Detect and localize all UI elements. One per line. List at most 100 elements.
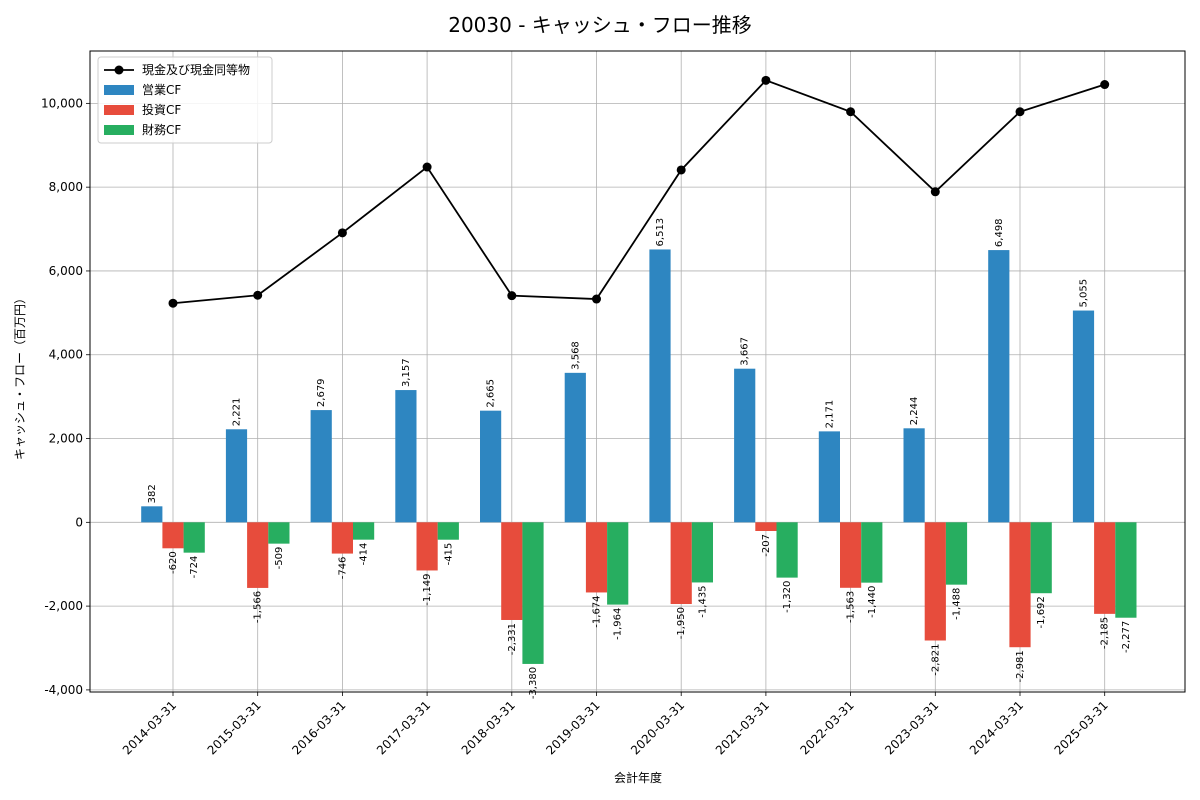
cash-equivalents-point [846,107,856,117]
cash-equivalents-point [168,298,178,308]
plot-frame [89,50,1186,693]
x-tick-label: 2015-03-31 [205,698,264,757]
financing-cf-bar [522,522,544,664]
operating-cf-value-label: 2,244 [909,397,920,426]
investing-cf-bar [670,522,692,605]
operating-cf-value-label: 3,157 [401,358,412,387]
investing-cf-value-label: -207 [761,534,772,557]
operating-cf-bar [225,429,248,523]
operating-cf-value-label: 2,679 [316,378,327,407]
investing-cf-value-label: -1,563 [846,591,857,623]
operating-cf-bar [734,368,756,523]
financing-cf-bar [268,522,290,544]
investing-cf-value-label: -620 [168,551,179,574]
cash-line [168,75,1110,308]
investing-cf-value-label: -1,950 [676,607,687,639]
x-tick-label: 2022-03-31 [798,698,857,757]
financing-cf-bar [607,522,629,605]
cash-equivalents-point [676,165,686,175]
financing-cf-value-label: -1,440 [867,586,878,618]
investing-cf-bar [1009,522,1031,648]
financing-cf-value-label: -1,435 [697,585,708,617]
operating-cf-bar [564,372,586,523]
y-tick-label: -4,000 [44,683,83,697]
operating-cf-value-label: 6,513 [655,218,666,247]
legend-label: 財務CF [142,122,181,137]
y-tick-label: 8,000 [49,180,83,194]
operating-cf-bar [310,410,332,523]
x-tick-label: 2021-03-31 [713,698,772,757]
operating-cf-bar [903,428,925,523]
y-tick-label: 6,000 [49,264,83,278]
financing-cf-value-label: -1,320 [782,581,793,613]
financing-cf-value-label: -3,380 [528,667,539,699]
investing-cf-bar [331,522,353,554]
cash-equivalents-line [172,79,1105,305]
x-tick-label: 2018-03-31 [459,698,518,757]
cash-equivalents-point [1015,107,1025,117]
x-tick-label: 2024-03-31 [967,698,1026,757]
financing-cf-bar [353,522,375,540]
y-tick-label: 0 [75,515,83,529]
x-tick-label: 2016-03-31 [289,698,348,757]
investing-cf-value-label: -2,185 [1100,617,1111,649]
financing-cf-value-label: -1,692 [1036,596,1047,628]
operating-cf-bar [649,249,671,523]
investing-cf-bar [1094,522,1116,614]
operating-cf-bar [818,431,840,523]
legend-bar-swatch [104,85,134,95]
financing-cf-bar [861,522,883,583]
cash-equivalents-point [422,162,432,172]
operating-cf-value-label: 2,171 [824,400,835,429]
investing-cf-value-label: -1,566 [253,591,264,623]
legend-box [97,56,273,144]
operating-cf-value-label: 382 [147,484,158,503]
x-tick-label: 2020-03-31 [628,698,687,757]
cash-equivalents-point [592,294,601,304]
investing-cf-bar [840,522,862,588]
financing-cf-bar [691,522,713,583]
legend-label: 現金及び現金同等物 [142,62,250,77]
operating-cf-bar [141,506,163,523]
y-tick-label: 2,000 [49,432,83,446]
cash-equivalents-point [253,290,263,300]
investing-cf-value-label: -1,674 [592,595,603,627]
bars [141,249,1137,664]
investing-cf-bar [755,522,777,531]
cash-equivalents-point [507,291,517,301]
bar-labels: 382 2,221 2,679 3,157 2,665 3,568 6,513 3,667 2,… [147,218,1132,699]
financing-cf-bar [776,522,798,578]
investing-cf-value-label: -2,331 [507,623,518,655]
operating-cf-value-label: 2,221 [232,398,243,427]
financing-cf-value-label: -414 [359,543,370,566]
operating-cf-value-label: 2,665 [486,379,497,408]
operating-cf-bar [395,390,417,523]
investing-cf-bar [924,522,946,641]
cash-equivalents-point [761,75,771,85]
cash-equivalents-point [337,228,347,238]
financing-cf-bar [183,522,205,553]
operating-cf-value-label: 3,667 [740,337,751,366]
investing-cf-value-label: -2,981 [1015,650,1026,682]
financing-cf-bar [945,522,968,585]
financing-cf-bar [1115,522,1137,618]
cash-equivalents-point [930,187,940,197]
x-tick-label: 2017-03-31 [374,698,433,757]
investing-cf-bar [585,522,608,593]
x-axis-title: 会計年度 [614,770,662,785]
investing-cf-bar [416,522,438,571]
financing-cf-value-label: -509 [274,547,285,570]
operating-cf-value-label: 3,568 [570,341,581,370]
financing-cf-value-label: -415 [443,543,454,566]
x-tick-label: 2023-03-31 [882,698,941,757]
financing-cf-value-label: -2,277 [1121,621,1132,653]
legend-bar-swatch [104,105,134,115]
y-tick-label: 10,000 [41,96,83,110]
operating-cf-bar [1072,310,1095,523]
operating-cf-value-label: 5,055 [1079,279,1090,308]
x-tick-label: 2019-03-31 [543,698,602,757]
y-tick-label: 4,000 [49,348,83,362]
